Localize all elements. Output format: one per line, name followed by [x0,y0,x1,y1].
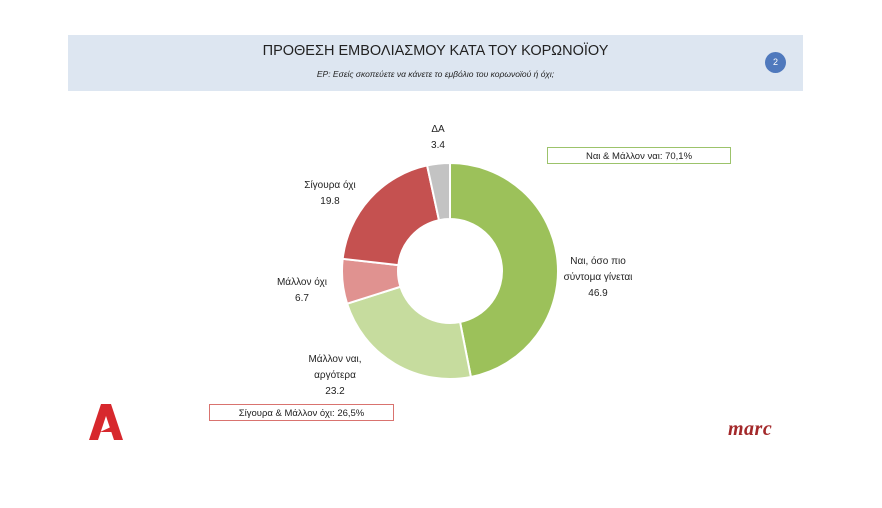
label-dk: ΔΑ 3.4 [408,122,468,154]
alpha-tv-logo-icon [89,404,123,440]
label-maybe-yes-later-line1: Μάλλον ναι, [308,354,362,365]
chart-title: ΠΡΟΘΕΣΗ ΕΜΒΟΛΙΑΣΜΟΥ ΚΑΤΑ ΤΟΥ ΚΟΡΩΝΟΪΟΥ [262,43,609,59]
donut-slice-3 [341,164,441,267]
label-maybe-no-line1: Μάλλον όχι [276,277,328,288]
label-dk-value: 3.4 [431,140,445,151]
donut-slice-0 [449,161,559,379]
label-maybe-yes-later-value: 23.2 [325,386,345,397]
label-yes-soon-line1: Ναι, όσο πιο [570,256,626,267]
label-yes-soon-line2: σύντομα γίνεται [563,272,633,283]
label-maybe-no-value: 6.7 [295,293,309,304]
label-maybe-yes-later-line2: αργότερα [314,370,356,381]
donut-slice-4 [425,161,451,222]
chart-header: ΠΡΟΘΕΣΗ ΕΜΒΟΛΙΑΣΜΟΥ ΚΑΤΑ ΤΟΥ ΚΟΡΩΝΟΪΟΥ Ε… [68,35,803,91]
marc-logo: marc [728,418,773,440]
label-dk-line1: ΔΑ [431,124,445,135]
positive-total-box: Ναι & Μάλλον ναι: 70,1% [547,147,731,164]
label-surely-no: Σίγουρα όχι 19.8 [280,178,380,210]
donut-slices [341,161,559,380]
page-number-badge: 2 [765,52,786,73]
donut-slice-1 [345,285,473,380]
label-yes-soon: Ναι, όσο πιο σύντομα γίνεται 46.9 [548,254,648,302]
chart-subtitle: ΕΡ: Εσείς σκοπεύετε να κάνετε το εμβόλιο… [316,69,555,79]
label-yes-soon-value: 46.9 [588,288,608,299]
label-maybe-yes-later: Μάλλον ναι, αργότερα 23.2 [285,352,385,400]
negative-total-box: Σίγουρα & Μάλλον όχι: 26,5% [209,404,394,421]
label-surely-no-line1: Σίγουρα όχι [304,180,356,191]
label-surely-no-value: 19.8 [320,196,340,207]
label-maybe-no: Μάλλον όχι 6.7 [252,275,352,307]
